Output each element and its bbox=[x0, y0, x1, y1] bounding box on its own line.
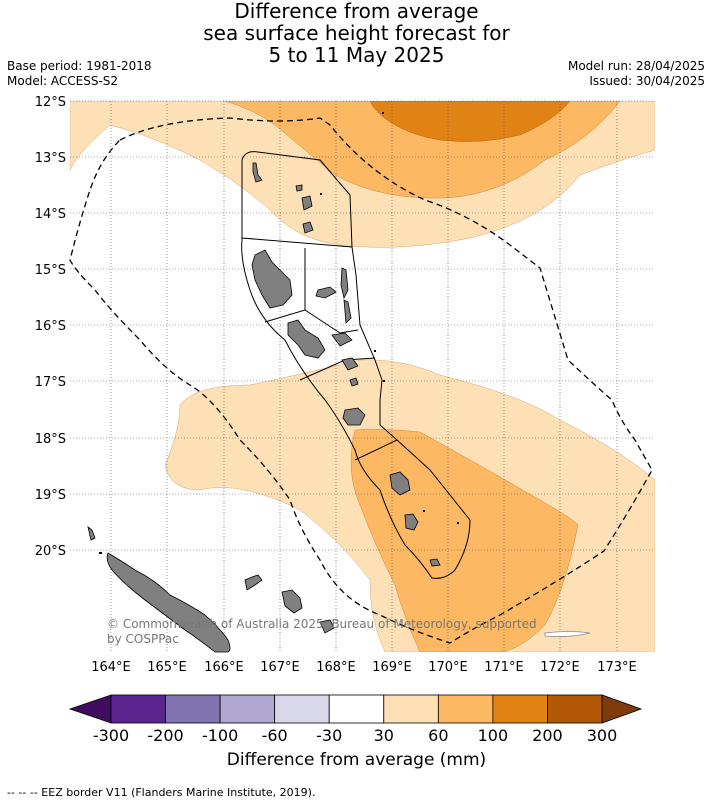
lat-label: 13°S bbox=[35, 151, 66, 166]
mare-island bbox=[319, 619, 335, 634]
colorbar-tick-label: 300 bbox=[587, 726, 618, 745]
ambrym-island bbox=[331, 332, 353, 347]
colorbar-tick-label: -300 bbox=[93, 726, 129, 745]
title-line-1: Difference from average bbox=[234, 0, 479, 23]
contour-100-200-north bbox=[369, 101, 571, 142]
colorbar-tick-label: -100 bbox=[202, 726, 238, 745]
colorbar-label: Difference from average (mm) bbox=[226, 750, 487, 770]
colorbar-tick-label: -200 bbox=[147, 726, 183, 745]
tanna-island bbox=[404, 513, 419, 531]
lon-label: 165°E bbox=[147, 660, 187, 675]
lat-label: 16°S bbox=[35, 319, 66, 334]
efate-island bbox=[342, 407, 366, 426]
copyright-notice: © Commonwealth of Australia 2025, Bureau… bbox=[107, 617, 537, 646]
aneityum-island bbox=[429, 558, 441, 567]
lon-labels: 164°E 165°E 166°E 167°E 168°E 169°E 170°… bbox=[91, 660, 637, 675]
lon-label: 170°E bbox=[428, 660, 468, 675]
colorbar-tick-label: 200 bbox=[532, 726, 563, 745]
title-line-2: sea surface height forecast for bbox=[203, 21, 510, 45]
pentecost-island bbox=[343, 299, 352, 324]
lat-label: 20°S bbox=[35, 544, 66, 559]
lat-label: 18°S bbox=[35, 432, 66, 447]
land bbox=[87, 162, 441, 653]
model-name: Model: ACCESS-S2 bbox=[7, 74, 119, 88]
colorbar-tick-label: -30 bbox=[316, 726, 342, 745]
erromango-island bbox=[389, 471, 411, 496]
eez-footnote: -- -- -- EEZ border V11 (Flanders Marine… bbox=[7, 786, 316, 799]
lon-label: 164°E bbox=[91, 660, 131, 675]
colorbar-tick-label: -60 bbox=[262, 726, 288, 745]
issued-date: Issued: 30/04/2025 bbox=[589, 74, 705, 88]
lon-label: 168°E bbox=[316, 660, 356, 675]
epi-island bbox=[341, 357, 359, 371]
lat-label: 14°S bbox=[35, 207, 66, 222]
shepherd-islands bbox=[349, 377, 359, 387]
province-boundaries bbox=[241, 151, 471, 579]
lon-label: 167°E bbox=[260, 660, 300, 675]
base-period: Base period: 1981-2018 bbox=[7, 59, 152, 73]
lon-label: 169°E bbox=[372, 660, 412, 675]
lat-labels: 12°S 13°S 14°S 15°S 16°S 17°S 18°S 19°S … bbox=[35, 95, 66, 559]
colorbar-tick-label: 100 bbox=[478, 726, 509, 745]
title-line-3: 5 to 11 May 2025 bbox=[268, 43, 445, 67]
new-caledonia-island bbox=[106, 552, 231, 653]
meta-left: Base period: 1981-2018 Model: ACCESS-S2 bbox=[7, 59, 152, 89]
belep-island bbox=[87, 526, 96, 541]
map: 12°S 13°S 14°S 15°S 16°S 17°S 18°S 19°S … bbox=[35, 95, 655, 675]
colorbar-tick-label: 30 bbox=[374, 726, 394, 745]
lat-label: 15°S bbox=[35, 263, 66, 278]
espiritu-santo-north bbox=[302, 221, 314, 234]
lat-label: 19°S bbox=[35, 488, 66, 503]
torres-islands bbox=[252, 162, 263, 183]
lifou-island bbox=[281, 589, 303, 614]
colorbar-ticks: -300 -200 -100 -60 -30 30 60 100 200 300 bbox=[93, 726, 617, 745]
land-small bbox=[99, 112, 459, 554]
lon-label: 166°E bbox=[204, 660, 244, 675]
colorbar-tick-label: 60 bbox=[428, 726, 448, 745]
vanua-lava-island bbox=[295, 184, 303, 192]
meta-right: Model run: 28/04/2025 Issued: 30/04/2025 bbox=[568, 59, 705, 89]
model-run: Model run: 28/04/2025 bbox=[567, 59, 705, 73]
ouvea-island bbox=[244, 574, 263, 591]
lat-label: 12°S bbox=[35, 95, 66, 110]
reef-shape bbox=[544, 631, 591, 637]
chart-title: Difference from average sea surface heig… bbox=[0, 0, 713, 66]
lon-label: 172°E bbox=[540, 660, 580, 675]
eez-border bbox=[69, 117, 653, 644]
espiritu-santo-island bbox=[251, 249, 293, 309]
maewo-island bbox=[340, 267, 349, 300]
gaua-island bbox=[301, 195, 313, 211]
lon-label: 173°E bbox=[597, 660, 637, 675]
malekula-island bbox=[287, 319, 326, 359]
lon-label: 171°E bbox=[484, 660, 524, 675]
lat-label: 17°S bbox=[35, 375, 66, 390]
ambae-island bbox=[315, 286, 337, 299]
